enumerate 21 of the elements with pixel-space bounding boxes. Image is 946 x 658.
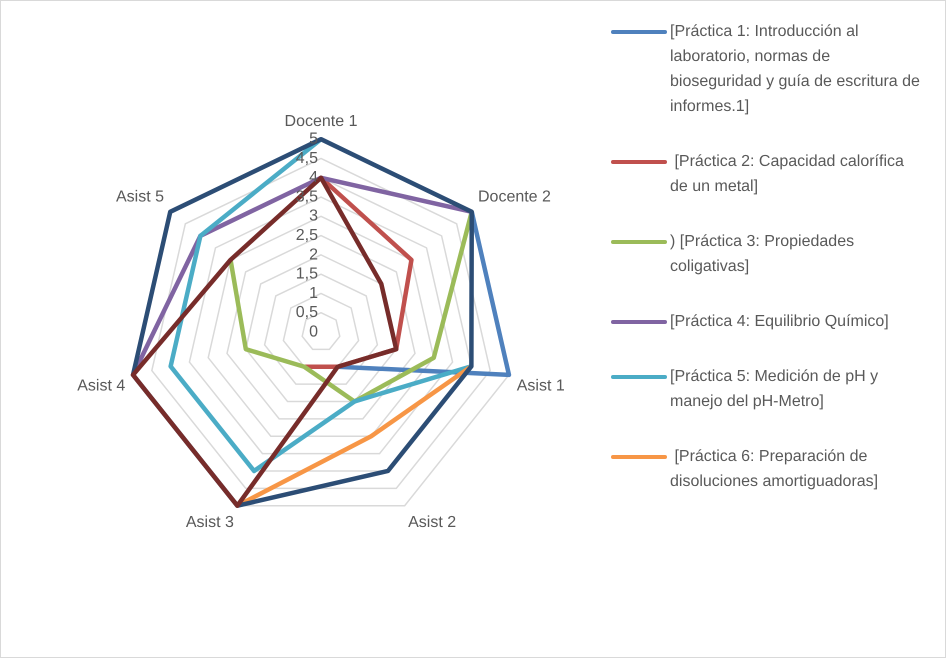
legend-label: [Práctica 6: Preparación de disoluciones amortiguadoras] [670,447,880,492]
legend-label: [Práctica 4: Equilibrio Químico] [670,312,890,332]
spoke-label: Docente 2 [478,188,552,206]
y-tick-label: 3 [309,208,318,225]
spoke-label: Asist 5 [116,188,164,206]
legend-label: [Práctica 1: Introducción al laboratorio, normas de bioseguridad y guía de escritura de informes.1] [670,22,920,117]
y-tick-label: 4,5 [296,150,318,167]
y-tick-label: 0,5 [296,304,318,322]
spoke-label: Asist 1 [516,378,565,395]
legend-label: [Práctica 2: Capacidad calorífica de un metal] [670,152,905,197]
y-tick-label: 2 [309,246,318,264]
legend-label: ) [Práctica 3: Propiedades coligativas] [670,232,856,277]
y-tick-label: 0 [309,323,318,340]
spoke-label: Asist 2 [408,514,456,531]
legend-label: [Práctica 5: Medición de pH y manejo del pH-Metro] [670,367,880,412]
spoke-label: Docente 1 [284,113,358,130]
y-tick-label: 2,5 [296,227,318,244]
spoke-label: Asist 3 [186,514,234,531]
spoke-label: Asist 4 [77,378,126,395]
y-tick-label: 1,5 [296,266,318,283]
y-tick-label: 1 [309,284,318,302]
